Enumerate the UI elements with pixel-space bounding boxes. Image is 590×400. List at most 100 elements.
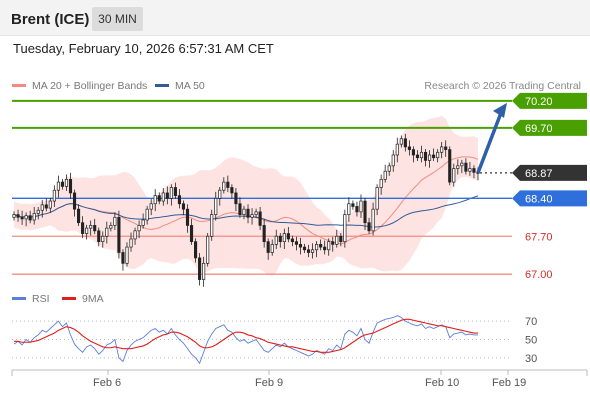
- candle: [165, 186, 169, 205]
- legend-ma50: MA 50: [155, 80, 205, 92]
- candle: [387, 162, 391, 176]
- rsi-tick-70: 70: [525, 316, 537, 328]
- candle: [105, 221, 109, 244]
- candle: [125, 242, 129, 267]
- candle: [254, 208, 258, 218]
- rsi-tick-30: 30: [525, 353, 537, 365]
- candle: [189, 218, 194, 245]
- candle: [77, 204, 81, 226]
- timeframe-button[interactable]: 30 MIN: [92, 7, 143, 31]
- candle: [121, 249, 125, 271]
- candle: [391, 150, 395, 172]
- candle: [246, 204, 250, 224]
- candle: [129, 232, 133, 252]
- rsi-9ma-line: [14, 318, 478, 353]
- candle: [97, 227, 101, 247]
- candle: [339, 233, 343, 247]
- x-tick-feb6: Feb 6: [93, 377, 122, 389]
- candle: [436, 149, 440, 163]
- candle: [331, 236, 335, 252]
- candle: [157, 192, 161, 205]
- legend-rsi-label: RSI: [32, 293, 50, 305]
- candle: [448, 146, 452, 186]
- candle: [36, 207, 40, 220]
- candle: [28, 210, 32, 224]
- candle: [319, 239, 323, 251]
- candle: [411, 146, 415, 163]
- candle: [72, 189, 77, 217]
- candle: [109, 222, 113, 232]
- rsi-line: [13, 315, 478, 365]
- candle: [52, 185, 56, 207]
- candle: [89, 220, 93, 236]
- level-label-68.87: 68.87: [525, 168, 553, 180]
- candle: [137, 220, 141, 239]
- legend-9ma-swatch: [62, 296, 76, 300]
- candle: [238, 197, 242, 218]
- candle: [351, 200, 355, 210]
- candle: [407, 140, 411, 156]
- candle: [306, 244, 311, 258]
- x-tick-feb9: Feb 9: [255, 377, 284, 389]
- candle: [145, 205, 149, 225]
- candle: [133, 227, 137, 245]
- x-tick-feb19: Feb 19: [492, 377, 527, 389]
- candle: [440, 142, 444, 159]
- level-label-67.70: 67.70: [525, 231, 553, 243]
- candle: [347, 197, 351, 222]
- candle: [214, 191, 218, 221]
- level-label-67.00: 67.00: [525, 269, 553, 281]
- candle: [202, 256, 206, 287]
- candle: [428, 150, 432, 168]
- candle: [226, 175, 230, 193]
- candle: [20, 210, 24, 225]
- forecast-arrow-head: [493, 102, 507, 118]
- timestamp: Tuesday, February 10, 2026 6:57:31 AM CE…: [13, 41, 274, 56]
- candle: [222, 177, 226, 194]
- instrument-title: Brent (ICE): [11, 11, 90, 28]
- candle: [403, 133, 407, 152]
- candle: [218, 186, 222, 206]
- candle: [161, 188, 165, 206]
- candle: [153, 189, 157, 212]
- candle: [419, 145, 424, 163]
- candle: [230, 184, 234, 199]
- candle: [383, 164, 387, 183]
- candle: [60, 178, 64, 190]
- candle: [452, 163, 456, 187]
- candle: [270, 239, 274, 256]
- bollinger-band: [14, 115, 478, 276]
- candle: [464, 158, 468, 175]
- candle: [298, 237, 303, 255]
- level-tag-69.70: [512, 119, 587, 136]
- candle: [32, 207, 36, 225]
- candle: [395, 137, 399, 163]
- chart-header: Brent (ICE) 30 MIN: [0, 0, 590, 36]
- candle: [181, 200, 186, 216]
- candle: [24, 212, 28, 227]
- legend-bollinger-label: MA 20 + Bollinger Bands: [32, 80, 148, 92]
- level-label-68.40: 68.40: [525, 193, 553, 205]
- candle: [286, 227, 290, 243]
- candle: [367, 217, 371, 235]
- candle: [456, 159, 460, 175]
- x-tick-feb10: Feb 10: [425, 377, 460, 389]
- candle: [343, 209, 347, 248]
- candle: [101, 231, 105, 248]
- candle: [93, 218, 97, 235]
- candle: [266, 238, 270, 260]
- candle: [198, 253, 202, 286]
- candle: [399, 135, 403, 148]
- candle: [472, 165, 476, 179]
- candle: [117, 210, 121, 259]
- candle: [468, 162, 472, 176]
- legend-9ma-label: 9MA: [82, 293, 104, 305]
- rsi-tick-50: 50: [525, 335, 537, 347]
- candle: [335, 229, 339, 248]
- candle: [359, 194, 363, 218]
- legend-rsi: RSI: [12, 293, 50, 305]
- candle: [278, 233, 282, 248]
- legend-bollinger: MA 20 + Bollinger Bands: [12, 80, 147, 92]
- legend-ma50-label: MA 50: [175, 80, 205, 92]
- legend-bollinger-swatch: [12, 83, 26, 87]
